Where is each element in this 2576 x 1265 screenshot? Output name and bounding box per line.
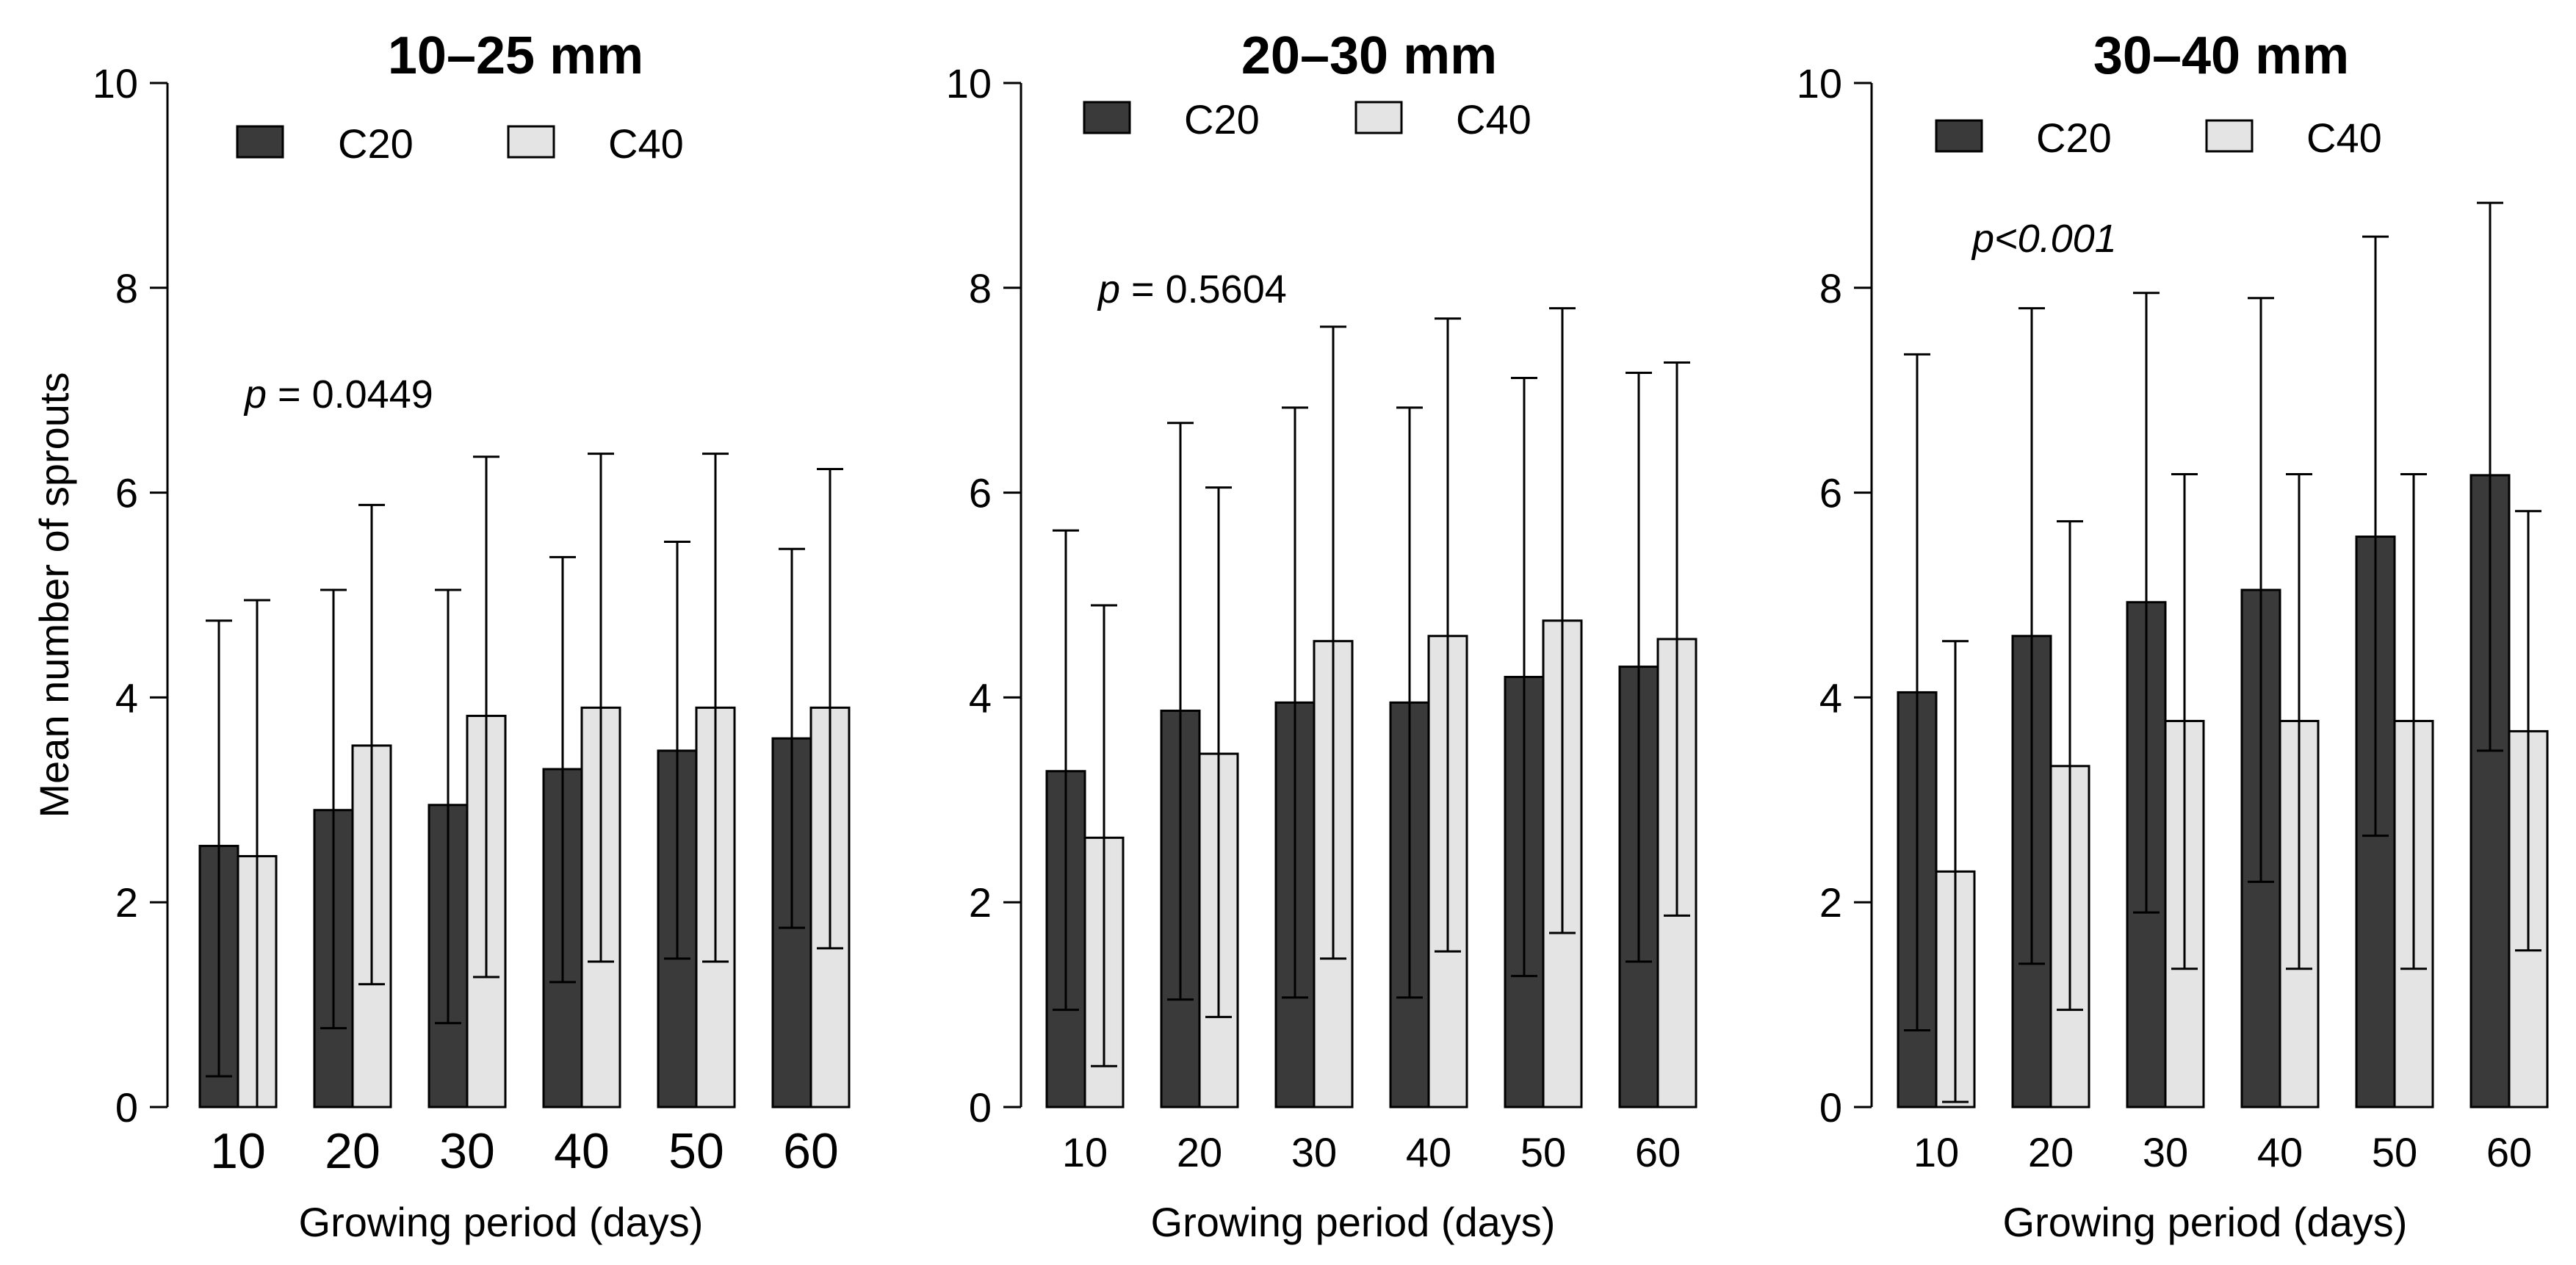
x-tick-label: 50 [2372,1129,2417,1175]
y-tick-label: 0 [115,1084,138,1131]
legend-swatch-c40 [1354,101,1403,134]
chart-panel-3: 30–40 mm 0 2 4 6 8 10 10 20 30 40 50 60 Growing perio… [1797,26,2549,1245]
y-tick-label: 6 [969,470,992,516]
x-tick-label: 30 [439,1123,495,1179]
y-tick-label: 10 [946,60,992,107]
chart-title: 20–30 mm [1241,26,1497,85]
y-tick-label: 10 [1797,60,1842,107]
x-tick-label: 10 [1913,1129,1959,1175]
y-tick-label: 2 [115,879,138,926]
legend-label-c20: C20 [1184,96,1260,143]
x-tick-label: 60 [1635,1129,1681,1175]
x-axis-label: Growing period (days) [1151,1199,1556,1245]
y-tick-label: 2 [969,879,992,926]
x-tick-label: 60 [2486,1129,2532,1175]
p-value-symbol: p [1097,267,1120,311]
legend-label-c40: C40 [1456,96,1531,143]
x-tick-label: 20 [1177,1129,1222,1175]
legend-swatch-c20 [1935,119,1983,153]
y-tick-label: 4 [1819,674,1842,721]
x-tick-label: 30 [2143,1129,2188,1175]
x-tick-label: 60 [783,1123,839,1179]
x-tick-label: 40 [1406,1129,1451,1175]
p-value-symbol: p [243,372,267,417]
p-value-annotation: p<0.001 [1971,217,2117,261]
x-tick-label: 40 [554,1123,610,1179]
y-tick-label: 0 [1819,1084,1842,1131]
y-tick-label: 10 [93,60,138,107]
legend-label-c20: C20 [338,120,414,167]
x-tick-label: 10 [1062,1129,1108,1175]
x-tick-label: 50 [1520,1129,1566,1175]
x-tick-label: 50 [668,1123,724,1179]
chart-title: 30–40 mm [2093,26,2349,85]
y-axis-label: Mean number of sprouts [31,372,77,818]
x-tick-label: 20 [325,1123,380,1179]
chart-panel-1: 10–25 mm 0 2 4 6 8 10 10 20 30 40 50 60 Growing perio… [93,26,851,1245]
p-value-number: = 0.5604 [1120,267,1287,311]
bar-c20-60 [2469,474,2511,1109]
y-tick-label: 8 [1819,265,1842,311]
y-tick-label: 8 [115,265,138,311]
chart-title: 10–25 mm [388,26,643,85]
x-tick-label: 30 [1291,1129,1337,1175]
p-value-annotation: p = 0.5604 [1097,267,1287,311]
x-tick-label: 20 [2028,1129,2074,1175]
legend-label-c40: C40 [608,120,684,167]
legend-swatch-c20 [236,125,284,159]
x-tick-label: 10 [210,1123,266,1179]
y-tick-label: 6 [115,470,138,516]
x-tick-label: 40 [2257,1129,2303,1175]
y-tick-label: 4 [969,674,992,721]
y-tick-label: 8 [969,265,992,311]
chart-panel-2: 20–30 mm 0 2 4 6 8 10 10 20 30 40 50 60 Growing perio… [946,26,1698,1245]
y-tick-label: 2 [1819,879,1842,926]
p-value-number: = 0.0449 [267,372,433,417]
p-value-annotation: p = 0.0449 [243,372,433,417]
y-tick-label: 6 [1819,470,1842,516]
y-tick-label: 0 [969,1084,992,1131]
legend-swatch-c20 [1083,101,1131,134]
legend-swatch-c40 [507,125,555,159]
x-axis-label: Growing period (days) [2003,1199,2408,1245]
legend-label-c20: C20 [2036,115,2112,161]
legend-swatch-c40 [2205,119,2254,153]
y-tick-label: 4 [115,674,138,721]
x-axis-label: Growing period (days) [299,1199,704,1245]
p-value-symbol: p<0.001 [1971,217,2117,261]
legend-label-c40: C40 [2306,115,2382,161]
